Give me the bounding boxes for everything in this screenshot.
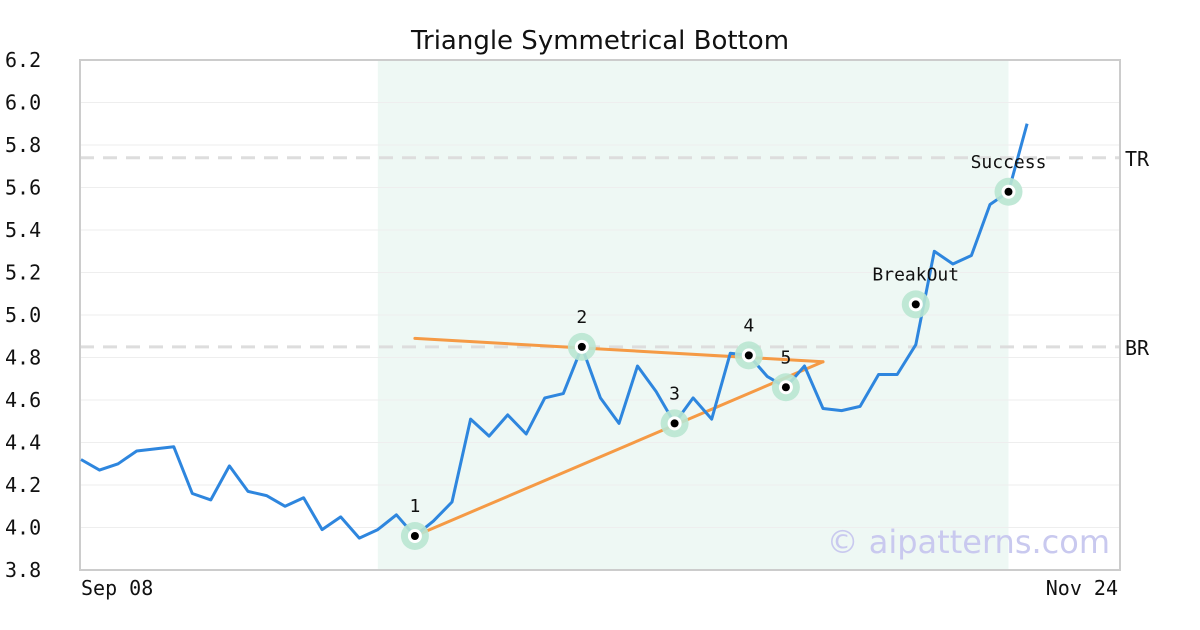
level-lines: TR BR (80, 147, 1150, 360)
y-tick-label: 6.2 (5, 48, 41, 72)
y-tick-label: 5.2 (5, 261, 41, 285)
y-tick-label: 5.6 (5, 176, 41, 200)
point-marker (781, 383, 790, 392)
y-tick-label: 4.6 (5, 388, 41, 412)
x-tick-label: Sep 08 (81, 576, 153, 600)
y-axis-ticks: 3.8 4.0 4.2 4.4 4.6 4.8 5.0 5.2 5.4 5.6 5.8 6.0 6.2 (5, 48, 41, 582)
y-tick-label: 3.8 (5, 558, 41, 582)
y-tick-label: 4.8 (5, 346, 41, 370)
point-label: 2 (576, 307, 587, 328)
x-tick-label: Nov 24 (1046, 576, 1118, 600)
x-axis-ticks: Sep 08 Nov 24 (81, 576, 1118, 600)
y-tick-label: 4.4 (5, 431, 41, 455)
y-tick-label: 6.0 (5, 91, 41, 115)
plot-frame (79, 59, 1121, 571)
point-marker (744, 351, 753, 360)
y-tick-label: 5.8 (5, 133, 41, 157)
point-label: 4 (743, 315, 754, 336)
point-marker (911, 300, 920, 309)
point-marker (1004, 187, 1013, 196)
point-label: Success (971, 152, 1047, 173)
point-marker (410, 532, 419, 540)
y-tick-label: 4.0 (5, 516, 41, 540)
y-tick-label: 5.4 (5, 218, 41, 242)
point-marker (670, 419, 679, 428)
level-label: TR (1125, 147, 1150, 171)
y-tick-label: 4.2 (5, 473, 41, 497)
point-label: BreakOut (872, 264, 959, 285)
watermark: © aipatterns.com (827, 523, 1110, 561)
pattern-points: 1 2 3 4 5 BreakOut Success (400, 152, 1047, 550)
level-label: BR (1125, 336, 1150, 360)
point-label: 1 (409, 496, 420, 517)
point-label: 5 (780, 347, 791, 368)
point-marker (577, 342, 586, 351)
price-line (80, 123, 1029, 540)
pattern-line (413, 360, 825, 538)
chart-title: Triangle Symmetrical Bottom (410, 26, 789, 56)
y-tick-label: 5.0 (5, 303, 41, 327)
point-label: 3 (669, 383, 680, 404)
